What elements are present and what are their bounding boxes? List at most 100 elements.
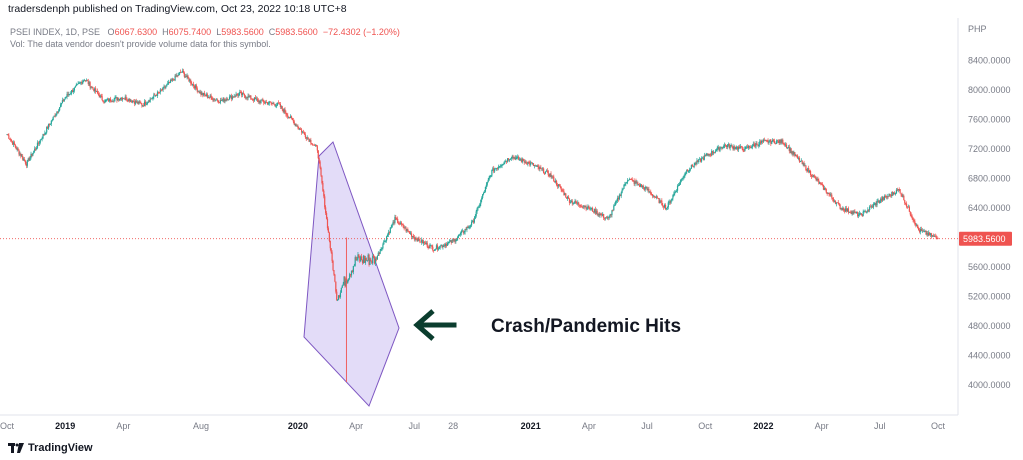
candle-body <box>718 146 720 151</box>
candle-body <box>922 230 924 232</box>
candle-body <box>154 94 156 96</box>
candle-body <box>784 143 786 146</box>
candle-body <box>485 184 487 187</box>
candle-body <box>658 198 660 204</box>
x-tick-label: Aug <box>193 421 209 431</box>
candle-body <box>934 236 936 237</box>
candle-body <box>226 99 228 101</box>
candle-body <box>11 140 13 142</box>
candle-body <box>8 135 10 139</box>
candle-body <box>252 98 254 100</box>
candle-body <box>555 180 557 183</box>
candle-body <box>604 217 607 219</box>
candle-body <box>82 81 84 84</box>
candle-body <box>426 242 428 247</box>
candle-body <box>553 176 555 182</box>
candle-body <box>679 181 681 185</box>
candle-body <box>607 217 609 219</box>
candle-body <box>482 192 485 195</box>
candle-body <box>420 241 422 243</box>
candle-body <box>810 174 813 177</box>
candle-body <box>20 153 22 157</box>
candle-body <box>283 109 285 112</box>
candle-body <box>547 171 549 175</box>
candle-body <box>622 188 624 190</box>
candle-body <box>579 204 581 206</box>
candle-body <box>220 99 222 101</box>
candle-body <box>699 158 701 160</box>
candle-body <box>640 184 643 188</box>
candle-body <box>864 210 866 212</box>
candle-body <box>461 230 463 232</box>
candle-body <box>641 186 644 188</box>
candle-body <box>385 240 387 242</box>
candle-body <box>328 232 330 241</box>
candle-body <box>18 150 20 155</box>
candle-body <box>639 184 642 187</box>
candle-body <box>531 162 533 164</box>
candle-body <box>212 99 214 101</box>
candle-body <box>111 101 113 103</box>
candle-body <box>751 146 753 148</box>
candle-body <box>683 175 685 178</box>
candle-body <box>53 115 55 117</box>
candle-body <box>829 194 831 196</box>
candle-body <box>846 208 849 212</box>
candle-body <box>72 90 75 92</box>
candle-body <box>603 214 605 218</box>
candle-body <box>719 148 721 151</box>
candle-body <box>477 206 479 209</box>
candle-body <box>498 166 500 168</box>
candle-body <box>888 193 890 197</box>
candle-body <box>182 70 185 73</box>
tradingview-brand[interactable]: TradingView <box>8 440 93 456</box>
candle-body <box>791 151 793 154</box>
candle-body <box>408 231 410 232</box>
candle-body <box>555 180 558 186</box>
candle-body <box>67 94 69 95</box>
candle-body <box>260 100 262 103</box>
candle-body <box>451 239 453 243</box>
candle-body <box>34 148 36 151</box>
candle-body <box>537 165 539 167</box>
candle-body <box>898 189 900 190</box>
candle-body <box>238 93 240 96</box>
candle-body <box>552 176 554 178</box>
candle-body <box>860 213 862 215</box>
candle-body <box>180 72 182 73</box>
candle-body <box>138 101 140 104</box>
candle-body <box>806 170 808 172</box>
candle-body <box>484 186 487 192</box>
candle-body <box>269 101 271 103</box>
candle-body <box>872 204 874 208</box>
candle-body <box>69 94 71 95</box>
candle-body <box>200 91 202 95</box>
x-tick-label: Oct <box>931 421 946 431</box>
candle-body <box>11 141 14 145</box>
annotation-text: Crash/Pandemic Hits <box>491 316 681 337</box>
candle-body <box>135 100 137 103</box>
candle-body <box>479 203 481 207</box>
candle-body <box>688 169 691 172</box>
candle-body <box>913 219 915 222</box>
x-tick-label: Jul <box>874 421 886 431</box>
candle-body <box>831 194 833 198</box>
candle-body <box>141 103 143 106</box>
candle-body <box>405 227 407 232</box>
candle-body <box>83 80 85 82</box>
candle-body <box>779 139 781 144</box>
candle-body <box>40 139 42 141</box>
candle-body <box>155 95 157 97</box>
candle-body <box>634 181 636 184</box>
candle-body <box>274 104 276 106</box>
candle-body <box>184 76 186 78</box>
candle-body <box>293 121 295 125</box>
x-tick-label: Apr <box>349 421 363 431</box>
candle-body <box>883 196 886 200</box>
candle-body <box>769 139 771 142</box>
candle-body <box>62 100 64 102</box>
candle-body <box>625 183 627 185</box>
candle-body <box>629 178 632 180</box>
candle-body <box>234 96 236 98</box>
